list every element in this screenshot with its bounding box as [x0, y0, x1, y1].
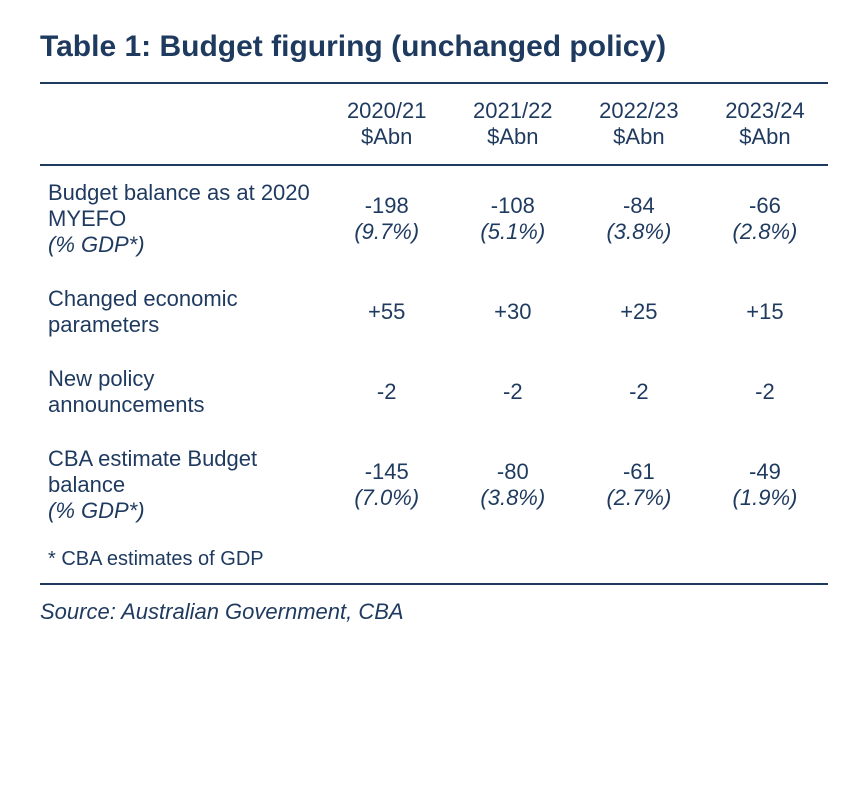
table-body: Budget balance as at 2020 MYEFO(% GDP*)-… [40, 165, 828, 538]
value-cell: -108(5.1%) [450, 165, 576, 272]
header-col: 2021/22$Abn [450, 83, 576, 165]
value-cell: +55 [324, 272, 450, 352]
value-cell: +15 [702, 272, 828, 352]
header-year: 2020/21 [332, 98, 442, 124]
value-main: -80 [458, 459, 568, 485]
row-label-main: Changed economic parameters [48, 286, 316, 338]
row-label-sub: (% GDP*) [48, 498, 316, 524]
value-cell: -2 [702, 352, 828, 432]
header-unit: $Abn [710, 124, 820, 150]
value-main: -2 [458, 379, 568, 405]
row-label-main: CBA estimate Budget balance [48, 446, 316, 498]
value-main: -2 [332, 379, 442, 405]
table-row: New policy announcements -2 -2 -2 -2 [40, 352, 828, 432]
value-sub: (3.8%) [584, 219, 694, 245]
value-cell: -61(2.7%) [576, 432, 702, 538]
value-sub: (1.9%) [710, 485, 820, 511]
value-cell: -49(1.9%) [702, 432, 828, 538]
value-cell: -198(9.7%) [324, 165, 450, 272]
header-year: 2021/22 [458, 98, 568, 124]
value-main: -2 [584, 379, 694, 405]
header-row: 2020/21$Abn2021/22$Abn2022/23$Abn2023/24… [40, 83, 828, 165]
value-cell: -2 [576, 352, 702, 432]
header-unit: $Abn [332, 124, 442, 150]
value-main: -198 [332, 193, 442, 219]
value-cell: +30 [450, 272, 576, 352]
footnote-cell: * CBA estimates of GDP [40, 538, 828, 584]
value-cell: -2 [324, 352, 450, 432]
row-label-cell: Changed economic parameters [40, 272, 324, 352]
value-cell: +25 [576, 272, 702, 352]
source-line: Source: Australian Government, CBA [40, 585, 828, 625]
value-cell: -66(2.8%) [702, 165, 828, 272]
table-row: Budget balance as at 2020 MYEFO(% GDP*)-… [40, 165, 828, 272]
header-unit: $Abn [584, 124, 694, 150]
value-main: -84 [584, 193, 694, 219]
value-sub: (3.8%) [458, 485, 568, 511]
table-title: Table 1: Budget figuring (unchanged poli… [40, 30, 828, 64]
value-sub: (9.7%) [332, 219, 442, 245]
header-year: 2022/23 [584, 98, 694, 124]
value-cell: -84(3.8%) [576, 165, 702, 272]
value-main: +55 [332, 299, 442, 325]
value-main: -61 [584, 459, 694, 485]
table-row: CBA estimate Budget balance(% GDP*)-145(… [40, 432, 828, 538]
value-main: +25 [584, 299, 694, 325]
value-sub: (2.7%) [584, 485, 694, 511]
row-label-sub: (% GDP*) [48, 232, 316, 258]
value-main: -108 [458, 193, 568, 219]
table-row: Changed economic parameters +55 +30 +25 +15 [40, 272, 828, 352]
row-label-cell: Budget balance as at 2020 MYEFO(% GDP*) [40, 165, 324, 272]
row-label-cell: CBA estimate Budget balance(% GDP*) [40, 432, 324, 538]
value-main: -2 [710, 379, 820, 405]
value-sub: (2.8%) [710, 219, 820, 245]
value-sub: (5.1%) [458, 219, 568, 245]
value-main: +30 [458, 299, 568, 325]
header-unit: $Abn [458, 124, 568, 150]
header-col: 2023/24$Abn [702, 83, 828, 165]
value-sub: (7.0%) [332, 485, 442, 511]
row-label-main: Budget balance as at 2020 MYEFO [48, 180, 316, 232]
header-year: 2023/24 [710, 98, 820, 124]
row-label-main: New policy announcements [48, 366, 316, 418]
value-cell: -80(3.8%) [450, 432, 576, 538]
value-main: -49 [710, 459, 820, 485]
header-col: 2020/21$Abn [324, 83, 450, 165]
value-main: +15 [710, 299, 820, 325]
header-blank [40, 83, 324, 165]
budget-table: 2020/21$Abn2021/22$Abn2022/23$Abn2023/24… [40, 82, 828, 585]
value-cell: -145(7.0%) [324, 432, 450, 538]
value-cell: -2 [450, 352, 576, 432]
header-col: 2022/23$Abn [576, 83, 702, 165]
value-main: -66 [710, 193, 820, 219]
row-label-cell: New policy announcements [40, 352, 324, 432]
value-main: -145 [332, 459, 442, 485]
footnote-row: * CBA estimates of GDP [40, 538, 828, 584]
